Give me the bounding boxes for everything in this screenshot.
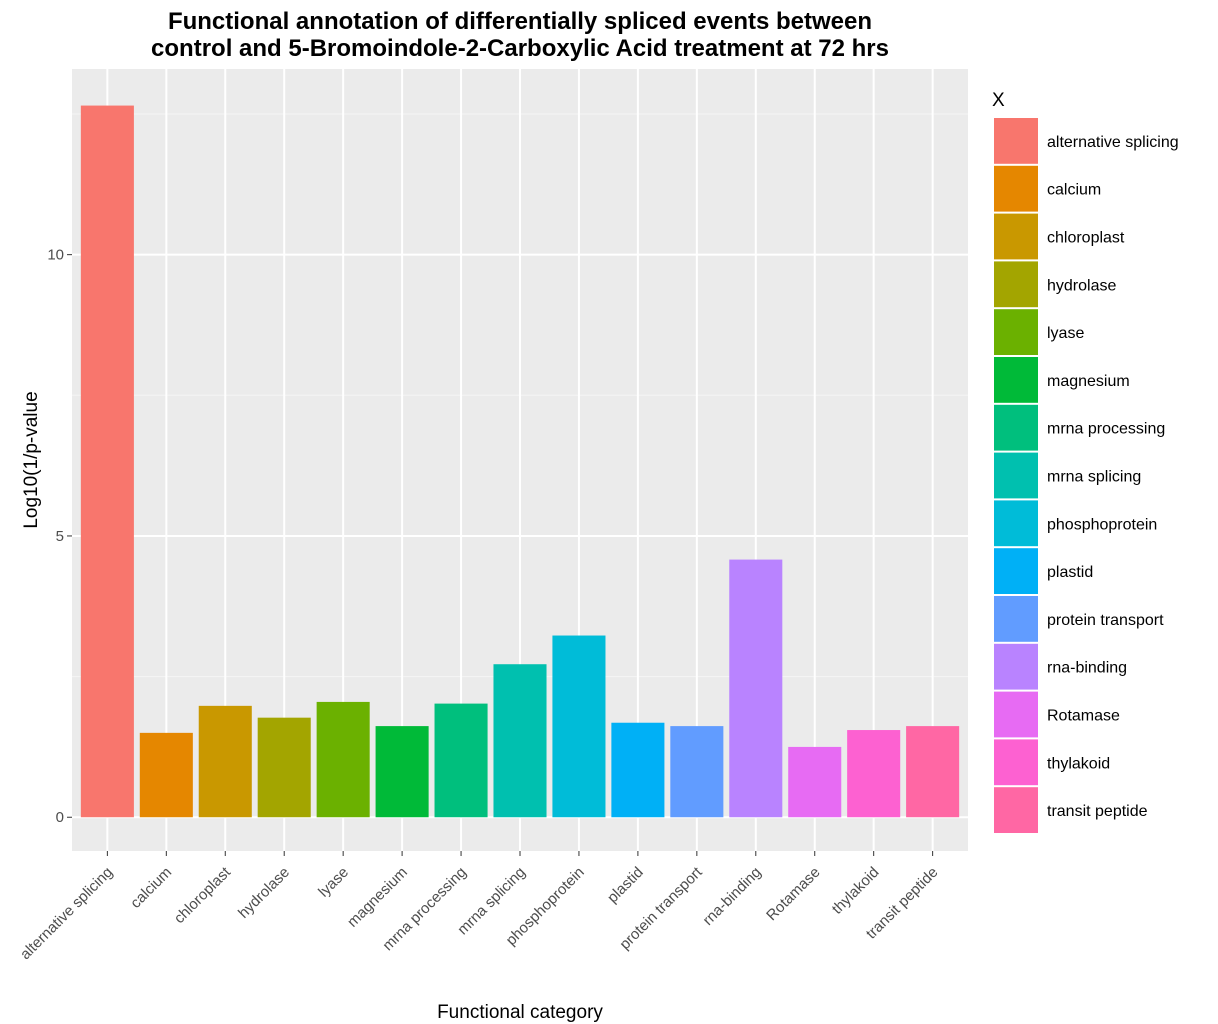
legend-label: protein transport	[1047, 612, 1164, 629]
chart-title-line-1: Functional annotation of differentially …	[168, 8, 872, 35]
legend-label: phosphoprotein	[1047, 516, 1157, 533]
x-tick-label: plastid	[604, 864, 647, 907]
bar	[906, 726, 960, 818]
legend-key	[994, 357, 1038, 403]
bar	[729, 559, 783, 818]
bar	[670, 726, 724, 818]
legend-label: chloroplast	[1047, 230, 1125, 247]
legend-key	[994, 452, 1038, 499]
legend-key	[994, 404, 1038, 451]
bar	[788, 746, 842, 818]
bar	[139, 732, 193, 818]
x-tick-label: thylakoid	[829, 864, 883, 918]
legend-label: Rotamase	[1047, 708, 1120, 725]
legend-label: transit peptide	[1047, 803, 1148, 820]
legend-label: hydrolase	[1047, 277, 1116, 294]
y-tick-label: 10	[47, 247, 64, 264]
legend-key	[994, 739, 1038, 786]
x-tick-label: chloroplast	[171, 863, 235, 927]
legend-label: plastid	[1047, 564, 1093, 581]
legend-key	[994, 643, 1038, 690]
legend-key	[994, 309, 1038, 355]
bar	[257, 717, 311, 818]
bar	[552, 635, 606, 818]
legend-key	[994, 787, 1038, 833]
legend-label: calcium	[1047, 182, 1101, 199]
legend-key	[994, 213, 1038, 260]
bar	[198, 705, 252, 818]
legend-title: X	[992, 90, 1005, 111]
x-tick-label: lyase	[315, 864, 352, 901]
legend-label: magnesium	[1047, 373, 1130, 390]
legend-key	[994, 691, 1038, 738]
y-tick-label: 0	[56, 809, 64, 826]
legend-key	[994, 596, 1038, 642]
legend-label: rna-binding	[1047, 660, 1127, 677]
legend-key	[994, 165, 1038, 212]
legend-key	[994, 548, 1038, 594]
x-axis-title: Functional category	[437, 1002, 603, 1023]
bar	[375, 726, 429, 818]
legend-key	[994, 261, 1038, 308]
legend-label: thylakoid	[1047, 755, 1110, 772]
bar	[80, 105, 134, 818]
x-tick-label: hydrolase	[235, 864, 293, 922]
legend-label: mrna splicing	[1047, 469, 1141, 486]
legend-label: lyase	[1047, 325, 1084, 342]
chart-title-line-2: control and 5-Bromoindole-2-Carboxylic A…	[151, 35, 889, 62]
y-tick-label: 5	[56, 528, 64, 545]
y-axis-title: Log10(1/p-value	[21, 391, 42, 528]
bar	[493, 664, 547, 818]
bar	[611, 722, 665, 818]
legend-key	[994, 118, 1038, 164]
legend-label: alternative splicing	[1047, 134, 1179, 151]
x-tick-label: calcium	[127, 864, 175, 912]
bar	[434, 703, 488, 818]
x-tick-label: rna-binding	[700, 864, 765, 929]
bar	[316, 701, 370, 818]
y-axis-ticks: 0 5 10	[47, 247, 72, 826]
x-tick-label: Rotamase	[763, 864, 823, 924]
legend-key	[994, 500, 1038, 547]
bar	[847, 730, 901, 818]
legend-label: mrna processing	[1047, 421, 1165, 438]
x-tick-label: alternative splicing	[17, 864, 116, 963]
legend: alternative splicing calcium chloroplast hy…	[994, 118, 1179, 833]
bars	[80, 105, 960, 818]
